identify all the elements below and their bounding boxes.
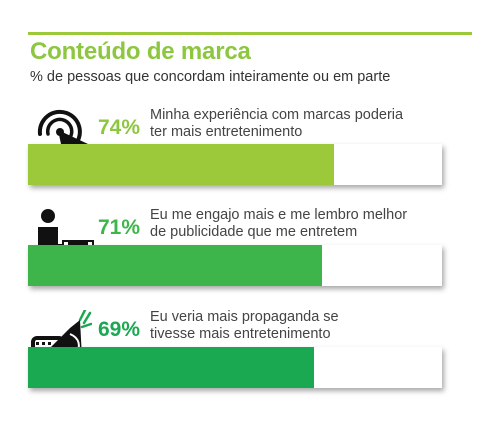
bar-fill-1 — [28, 144, 335, 185]
page-title: Conteúdo de marca — [30, 38, 251, 65]
stat-description-1-line2: ter mais entretenimento — [150, 124, 303, 140]
bar-track-3 — [28, 347, 442, 388]
bar-track-2 — [28, 245, 442, 286]
stat-percentage-3: 69% — [98, 318, 141, 341]
stat-description-1: Minha experiência com marcas poderia ter… — [150, 107, 403, 141]
bar-track-1 — [28, 144, 442, 185]
stat-description-3-line1: Eu veria mais propaganda se — [150, 309, 339, 325]
stat-percentage-2: 71% — [98, 216, 141, 239]
stat-description-2-line2: de publicidade que me entretem — [150, 224, 358, 240]
page-subtitle: % de pessoas que concordam inteiramente … — [30, 69, 391, 85]
stat-description-3-line2: tivesse mais entretenimento — [150, 326, 331, 342]
bar-fill-2 — [28, 245, 322, 286]
stat-description-2-line1: Eu me engajo mais e me lembro melhor — [150, 207, 408, 223]
stat-percentage-1: 74% — [98, 116, 141, 139]
header-rule — [28, 32, 472, 35]
stat-description-1-line1: Minha experiência com marcas poderia — [150, 107, 404, 123]
bar-fill-3 — [28, 347, 314, 388]
stat-description-2: Eu me engajo mais e me lembro melhor de … — [150, 207, 407, 241]
stat-description-3: Eu veria mais propaganda se tivesse mais… — [150, 309, 339, 343]
